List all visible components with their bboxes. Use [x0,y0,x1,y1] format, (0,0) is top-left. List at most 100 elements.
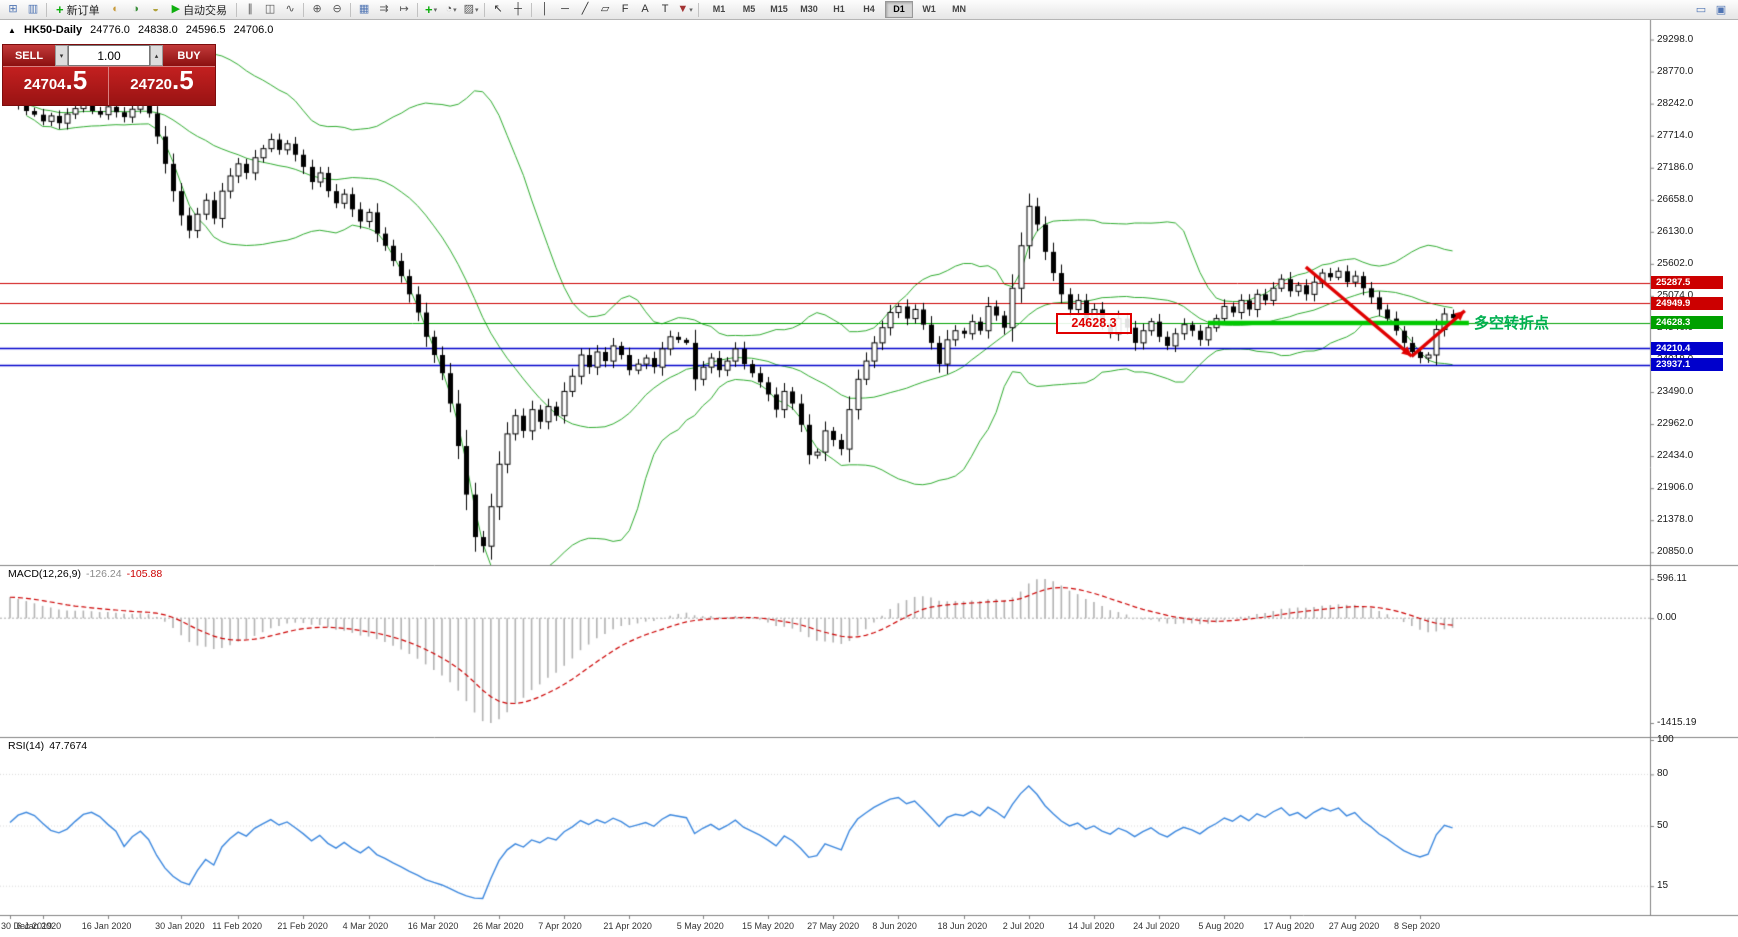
window-restore-icon[interactable]: ▭ [1695,4,1707,16]
fibonacci-icon[interactable]: F [616,2,634,18]
indicators-icon[interactable]: + ▾ [422,2,440,18]
toolbar-separator [236,2,238,17]
bar-chart-icon[interactable]: ∥ [241,2,259,18]
price-axis-label: 22434.0 [1657,450,1694,462]
periods-icon[interactable]: ◔ ▾ [442,2,460,18]
timeframe-button-MN[interactable]: MN [952,4,967,14]
date-axis-label: 5 May 2020 [676,921,724,931]
tile-windows-icon[interactable]: ▦ [355,2,373,18]
volume-down-button[interactable]: ▾ [55,45,68,66]
fibonacci-icon: F [621,3,629,15]
rsi-axis-label: 50 [1657,820,1669,831]
new-order-button: + [56,2,64,17]
new-order-button[interactable]: + 新订单 [51,2,105,18]
timeframe-button-D1[interactable]: D1 [885,1,914,18]
timeframe-button-H4[interactable]: H4 [863,4,875,14]
timeframe-button-M1[interactable]: M1 [712,4,726,14]
date-axis-label: 16 Mar 2020 [407,921,459,931]
sell-price-frac: .5 [65,65,88,95]
macd-axis-label: -1415.19 [1657,717,1697,728]
sell-price-button[interactable]: 24704.5 [3,67,109,105]
price-axis-label: 20850.0 [1657,546,1694,558]
toolbar-separator [484,2,486,17]
timeframe-button-M5[interactable]: M5 [742,4,756,14]
auto-scroll-icon[interactable]: ⇉ [375,2,393,18]
date-axis-label: 21 Feb 2020 [277,921,328,931]
templates-icon[interactable]: ▨ ▾ [462,2,480,18]
date-axis-label: 11 Feb 2020 [212,921,263,931]
chart-title: ▲ HK50-Daily 24776.0 24838.0 24596.5 247… [8,24,278,36]
profiles-icon[interactable]: ▥ [24,2,42,18]
navigator-icon: ◒ [152,3,159,15]
periods-icon: ◔ [445,3,453,15]
autotrading-button-label: 自动交易 [183,4,228,17]
price-axis-label: 27714.0 [1657,129,1694,141]
buy-price-button[interactable]: 24720.5 [109,67,215,105]
rsi-indicator-label: RSI(14) 47.7674 [8,740,92,752]
toolbar-separator [531,2,533,17]
crosshair-icon[interactable]: ┼ [509,2,527,18]
horizontal-line-icon[interactable]: ─ [556,2,574,18]
timeframe-button-W1[interactable]: W1 [922,4,936,14]
zoom-out-icon[interactable]: ⊖ [328,2,346,18]
date-axis-label: 30 Jan 2020 [155,921,205,931]
text-icon: A [641,3,649,15]
line-chart-icon[interactable]: ∿ [281,2,299,18]
market-watch-icon: ◐ [112,3,119,15]
date-axis-label: 18 Jun 2020 [937,921,988,931]
timeframe-button-H1[interactable]: H1 [833,4,845,14]
toolbar-right-group: ▭ ▣ [1691,2,1731,18]
autotrading-button[interactable]: ▶ 自动交易 [167,2,232,18]
macd-axis-label: 0.00 [1657,612,1677,624]
cursor-icon[interactable]: ↖ [489,2,507,18]
new-order-button-label: 新订单 [66,4,100,17]
chart-shift-icon[interactable]: ↦ [395,2,413,18]
chart-overlays: ▲ HK50-Daily 24776.0 24838.0 24596.5 247… [0,20,1738,937]
buy-button[interactable]: BUY [163,45,215,66]
timeframe-group: M1 M5 M15 M30 H1 H4 D1 W1 MN [704,1,974,18]
timeframe-button-M15[interactable]: M15 [770,4,788,14]
volume-up-button[interactable]: ▴ [150,45,163,66]
ohlc-close: 24706.0 [233,24,274,36]
price-level-tag: 24628.3 [1056,313,1132,334]
buy-price-main: 24720 [130,76,173,93]
rsi-value: 47.7674 [49,740,88,752]
window-cascade-icon[interactable]: ▣ [1715,4,1727,16]
zoom-in-icon[interactable]: ⊕ [308,2,326,18]
timeframe-button-M30[interactable]: M30 [800,4,818,14]
channel-icon[interactable]: ▱ [596,2,614,18]
toolbar-separator [350,2,352,17]
ohlc-open: 24776.0 [90,24,130,36]
chart-canvas[interactable] [0,20,1738,937]
volume-input[interactable] [68,45,150,66]
text-label-icon[interactable]: T [656,2,674,18]
text-icon[interactable]: A [636,2,654,18]
macd-value: -126.24 [85,568,122,580]
pivot-annotation: 多空转折点 [1474,315,1550,332]
date-axis-label: 5 Aug 2020 [1198,921,1244,931]
rsi-axis-label: 80 [1657,768,1669,780]
oneclick-collapse-icon[interactable]: ▲ [8,26,16,35]
navigator-icon[interactable]: ◒ [147,2,165,18]
macd-name: MACD(12,26,9) [8,568,81,580]
date-axis-label: 24 Jul 2020 [1133,921,1180,931]
profiles-icon: ▥ [27,3,39,15]
ohlc-high: 24838.0 [137,24,178,36]
axis-price-badge: 23937.1 [1651,358,1723,372]
price-axis-label: 25602.0 [1657,257,1694,269]
date-axis-label: 15 May 2020 [741,921,794,931]
axis-price-badge: 25287.5 [1651,276,1723,290]
price-axis-label: 21378.0 [1657,514,1694,526]
candlestick-chart-icon[interactable]: ◫ [261,2,279,18]
price-axis-label: 26658.0 [1657,193,1694,205]
sell-button[interactable]: SELL [3,45,55,66]
vertical-line-icon[interactable]: │ [536,2,554,18]
arrows-icon[interactable]: ▼ ▾ [676,2,694,18]
data-window-icon[interactable]: ◑ [127,2,145,18]
market-watch-icon[interactable]: ◐ [107,2,125,18]
chevron-down-icon: ▾ [453,6,457,14]
line-chart-icon: ∿ [285,3,295,15]
text-label-icon: T [661,3,669,15]
new-chart-icon[interactable]: ⊞ [4,2,22,18]
trendline-icon[interactable]: ╱ [576,2,594,18]
